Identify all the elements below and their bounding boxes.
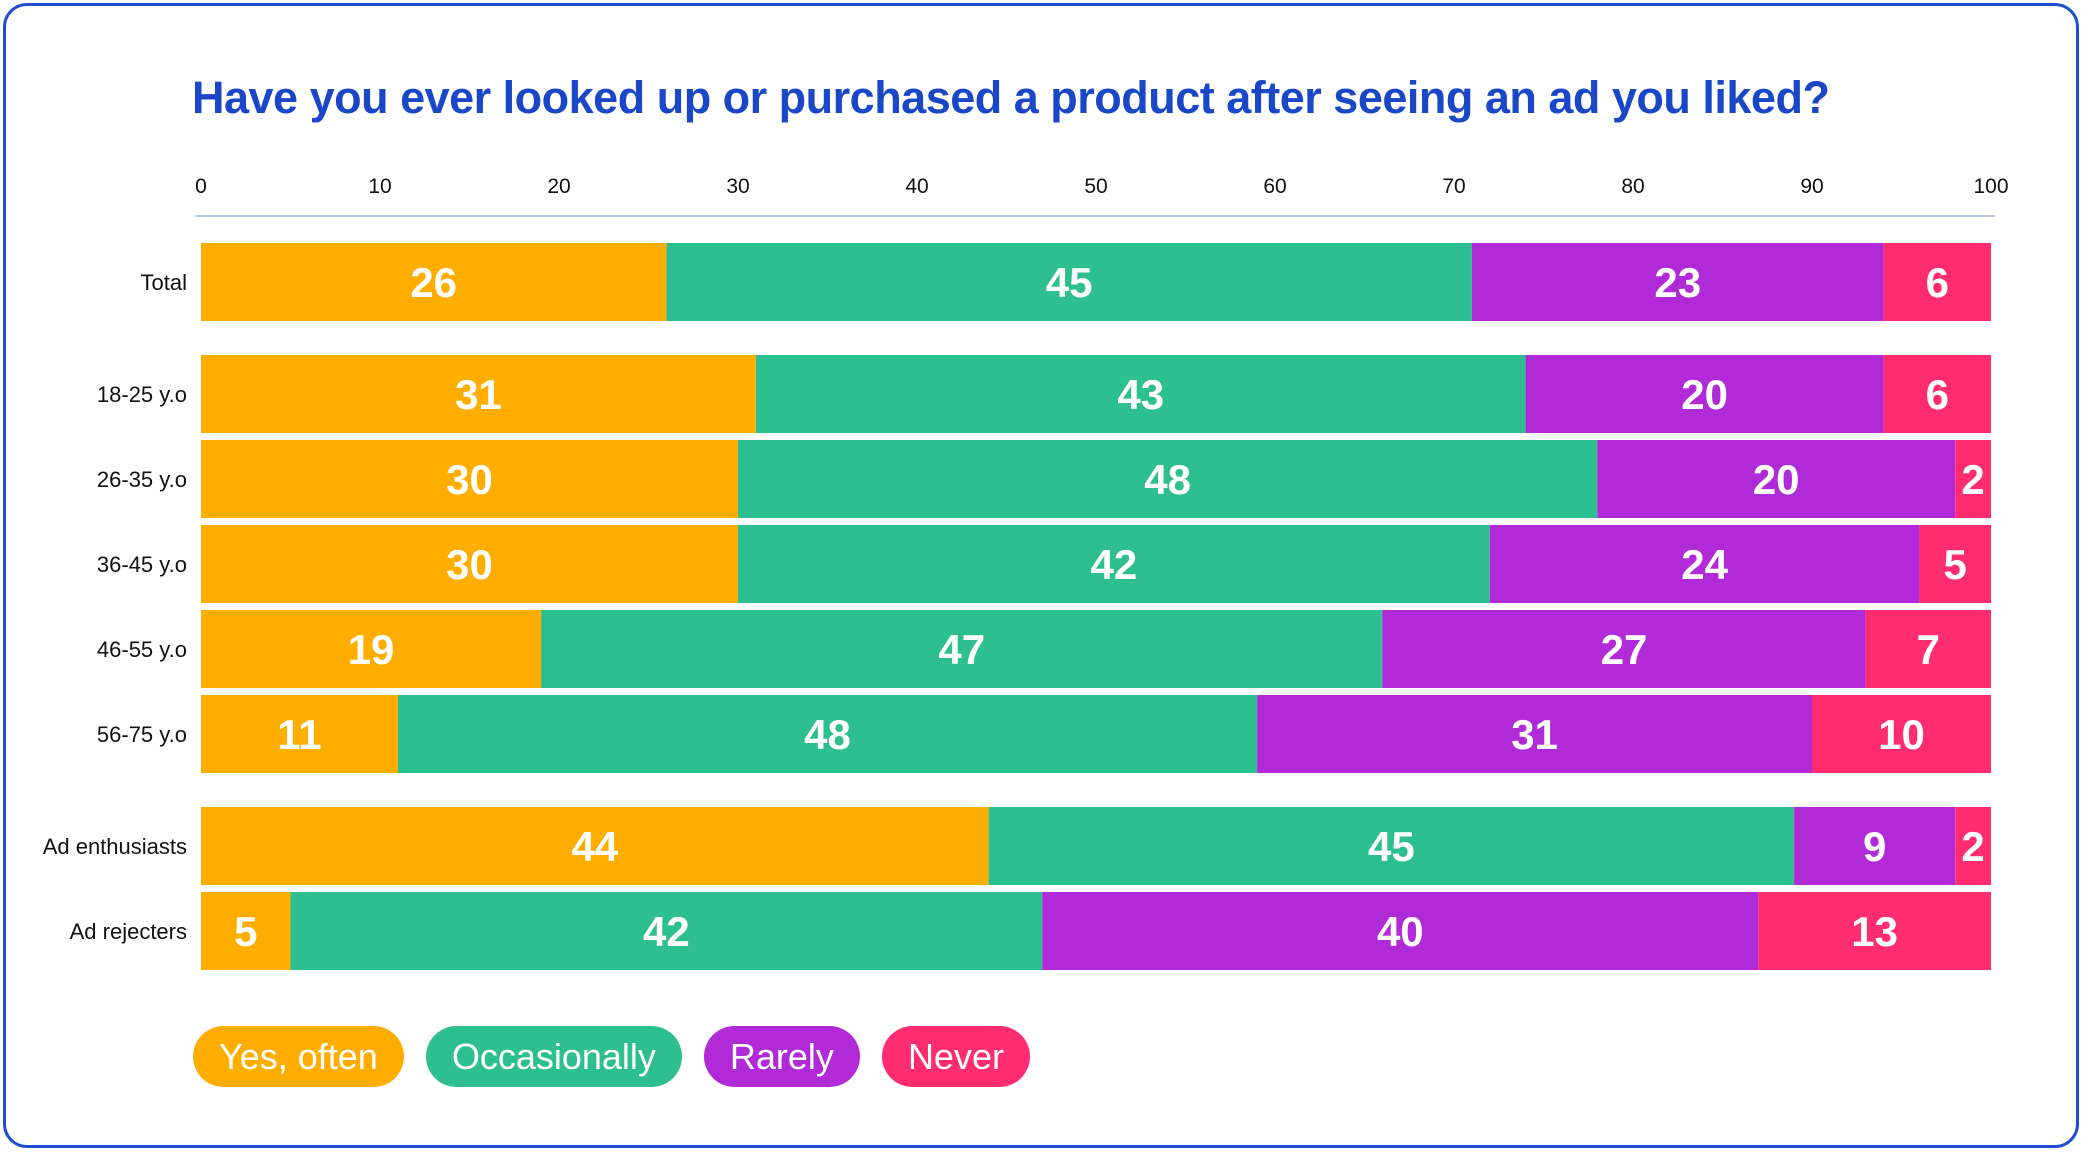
bar-segment bbox=[1042, 892, 1759, 970]
bar-segment bbox=[1257, 695, 1812, 773]
bar-segment bbox=[201, 807, 989, 885]
legend-item-occasionally: Occasionally bbox=[425, 1026, 682, 1087]
bar-segment bbox=[1883, 243, 1991, 321]
bar-segment bbox=[201, 610, 542, 688]
data-label: 9 bbox=[1863, 823, 1886, 870]
data-label: 48 bbox=[804, 711, 851, 758]
bar-segment bbox=[1489, 525, 1920, 603]
x-tick-label: 70 bbox=[1442, 175, 1465, 198]
data-label: 26 bbox=[410, 259, 457, 306]
data-label: 20 bbox=[1681, 371, 1728, 418]
data-label: 10 bbox=[1878, 711, 1925, 758]
legend: Yes, often Occasionally Rarely Never bbox=[193, 1026, 1030, 1087]
data-label: 5 bbox=[1944, 541, 1967, 588]
category-label: Total bbox=[141, 270, 187, 295]
x-tick-label: 30 bbox=[726, 175, 749, 198]
bar-segment bbox=[201, 243, 667, 321]
x-tick-label: 20 bbox=[547, 175, 570, 198]
data-label: 31 bbox=[455, 371, 502, 418]
bar-segment bbox=[1812, 695, 1991, 773]
legend-item-yes-often: Yes, often bbox=[193, 1026, 404, 1087]
x-tick-label: 10 bbox=[368, 175, 391, 198]
bar-segment bbox=[1955, 807, 1991, 885]
data-label: 30 bbox=[446, 541, 493, 588]
data-label: 7 bbox=[1917, 626, 1940, 673]
data-label: 48 bbox=[1144, 456, 1191, 503]
bar-segment bbox=[1955, 440, 1991, 518]
bar-segment bbox=[201, 440, 738, 518]
data-label: 13 bbox=[1851, 908, 1898, 955]
chart-title: Have you ever looked up or purchased a p… bbox=[192, 72, 1830, 123]
data-label: 6 bbox=[1926, 259, 1949, 306]
data-label: 40 bbox=[1377, 908, 1424, 955]
bar-segment bbox=[1597, 440, 1956, 518]
x-tick-label: 90 bbox=[1800, 175, 1823, 198]
bar-segment bbox=[738, 440, 1598, 518]
category-label: 46-55 y.o bbox=[97, 637, 187, 662]
category-label: 18-25 y.o bbox=[97, 382, 187, 407]
bar-segment bbox=[1883, 355, 1991, 433]
data-label: 43 bbox=[1117, 371, 1164, 418]
data-label: 42 bbox=[643, 908, 690, 955]
category-label: 56-75 y.o bbox=[97, 722, 187, 747]
data-label: 5 bbox=[234, 908, 257, 955]
x-tick-label: 100 bbox=[1973, 175, 2008, 198]
bar-segment bbox=[666, 243, 1472, 321]
bar-segment bbox=[1865, 610, 1991, 688]
legend-label: Never bbox=[907, 1035, 1004, 1077]
bar-segment bbox=[1525, 355, 1884, 433]
data-label: 24 bbox=[1681, 541, 1728, 588]
data-label: 30 bbox=[446, 456, 493, 503]
category-label: 36-45 y.o bbox=[97, 552, 187, 577]
category-label: Ad enthusiasts bbox=[43, 834, 187, 859]
x-tick-label: 80 bbox=[1621, 175, 1644, 198]
legend-item-never: Never bbox=[881, 1026, 1030, 1087]
category-label: 26-35 y.o bbox=[97, 467, 187, 492]
category-label: Ad rejecters bbox=[70, 919, 187, 944]
bar-segment bbox=[1794, 807, 1956, 885]
bar-segment bbox=[201, 525, 738, 603]
x-tick-label: 0 bbox=[195, 175, 207, 198]
bar-segment bbox=[1471, 243, 1884, 321]
data-label: 27 bbox=[1601, 626, 1648, 673]
bar-segment bbox=[201, 695, 398, 773]
data-label: 19 bbox=[348, 626, 395, 673]
data-label: 47 bbox=[938, 626, 985, 673]
data-label: 11 bbox=[277, 711, 321, 758]
data-label: 31 bbox=[1511, 711, 1558, 758]
data-label: 2 bbox=[1961, 456, 1984, 503]
data-label: 2 bbox=[1961, 823, 1984, 870]
bar-segment bbox=[1758, 892, 1991, 970]
bar-segment bbox=[1382, 610, 1866, 688]
bar-segment bbox=[1919, 525, 1991, 603]
data-label: 6 bbox=[1926, 371, 1949, 418]
x-tick-label: 60 bbox=[1263, 175, 1286, 198]
data-label: 45 bbox=[1046, 259, 1093, 306]
legend-item-rarely: Rarely bbox=[703, 1026, 860, 1087]
legend-label: Yes, often bbox=[219, 1035, 378, 1077]
legend-label: Occasionally bbox=[451, 1035, 656, 1077]
data-label: 44 bbox=[571, 823, 618, 870]
bar-segment bbox=[541, 610, 1383, 688]
bar-segment bbox=[755, 355, 1526, 433]
x-tick-label: 40 bbox=[905, 175, 928, 198]
bar-segment bbox=[290, 892, 1043, 970]
data-label: 45 bbox=[1368, 823, 1415, 870]
bar-segment bbox=[397, 695, 1258, 773]
data-label: 20 bbox=[1753, 456, 1800, 503]
data-label: 23 bbox=[1654, 259, 1701, 306]
bar-segment bbox=[201, 355, 756, 433]
data-label: 42 bbox=[1091, 541, 1138, 588]
bar-segment bbox=[738, 525, 1490, 603]
legend-label: Rarely bbox=[729, 1035, 834, 1077]
bar-segment bbox=[201, 892, 291, 970]
bar-segment bbox=[988, 807, 1795, 885]
x-tick-label: 50 bbox=[1084, 175, 1107, 198]
